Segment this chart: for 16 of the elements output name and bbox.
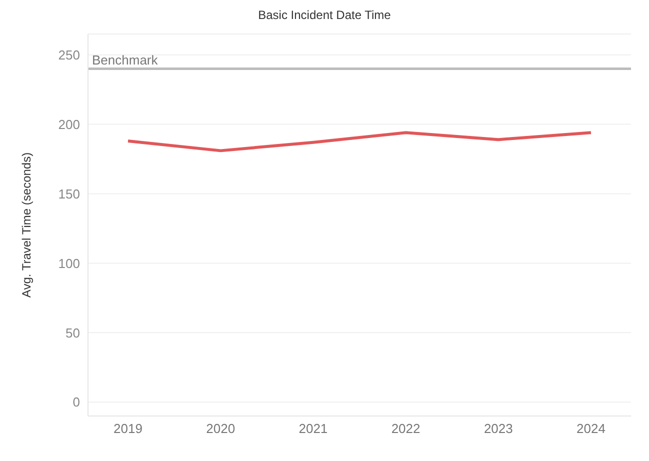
y-tick-label: 150: [58, 186, 80, 202]
line-series: [126, 131, 592, 152]
y-tick-label: 50: [66, 325, 80, 340]
y-tick-label: 200: [58, 116, 80, 132]
y-tick-label: 250: [58, 47, 80, 62]
ref-line-label: Benchmark: [92, 52, 158, 68]
chart-title: Basic Incident Date Time: [257, 8, 392, 24]
x-tick-label: 2022: [391, 421, 420, 436]
x-tick-label: 2024: [576, 421, 606, 436]
x-tick-label: 2023: [484, 421, 513, 436]
y-axis-title: Avg. Travel Time (seconds): [19, 152, 34, 298]
x-tick-label: 2019: [114, 421, 142, 436]
x-tick-label: 2020: [206, 421, 236, 436]
x-tick-label: 2021: [298, 421, 328, 436]
y-tick-label: 0: [72, 394, 80, 410]
y-tick-label: 100: [58, 256, 80, 271]
